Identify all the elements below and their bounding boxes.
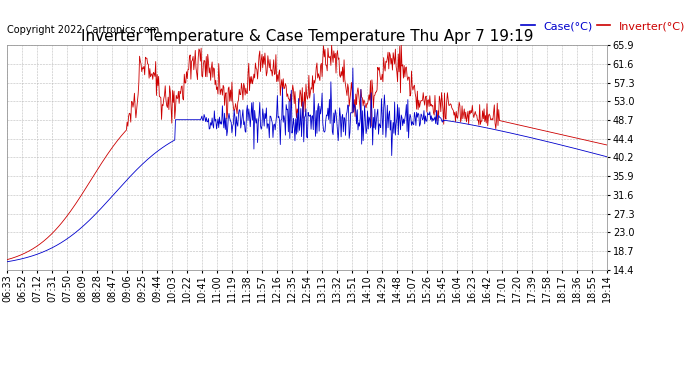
Text: Copyright 2022 Cartronics.com: Copyright 2022 Cartronics.com [7,25,159,35]
Legend: Case(°C), Inverter(°C): Case(°C), Inverter(°C) [521,21,686,31]
Title: Inverter Temperature & Case Temperature Thu Apr 7 19:19: Inverter Temperature & Case Temperature … [81,29,533,44]
